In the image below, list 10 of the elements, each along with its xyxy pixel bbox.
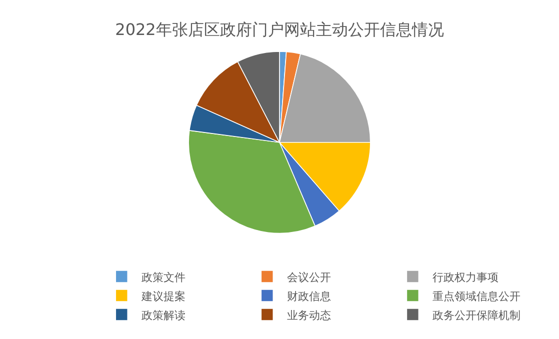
legend-label: 财政信息 [287, 290, 332, 303]
chart-title: 2022年张店区政府门户网站主动公开信息情况 [115, 20, 444, 39]
legend-label: 重点领域信息公开 [432, 290, 521, 303]
legend-label: 业务动态 [287, 308, 332, 322]
legend-label: 会议公开 [287, 270, 332, 284]
legend-label: 建议提案 [140, 290, 186, 303]
legend-label: 政务公开保障机制 [432, 308, 521, 322]
legend-label: 政策文件 [142, 270, 186, 284]
legend-label: 行政权力事项 [432, 270, 499, 284]
legend-label: 政策解读 [142, 308, 186, 322]
